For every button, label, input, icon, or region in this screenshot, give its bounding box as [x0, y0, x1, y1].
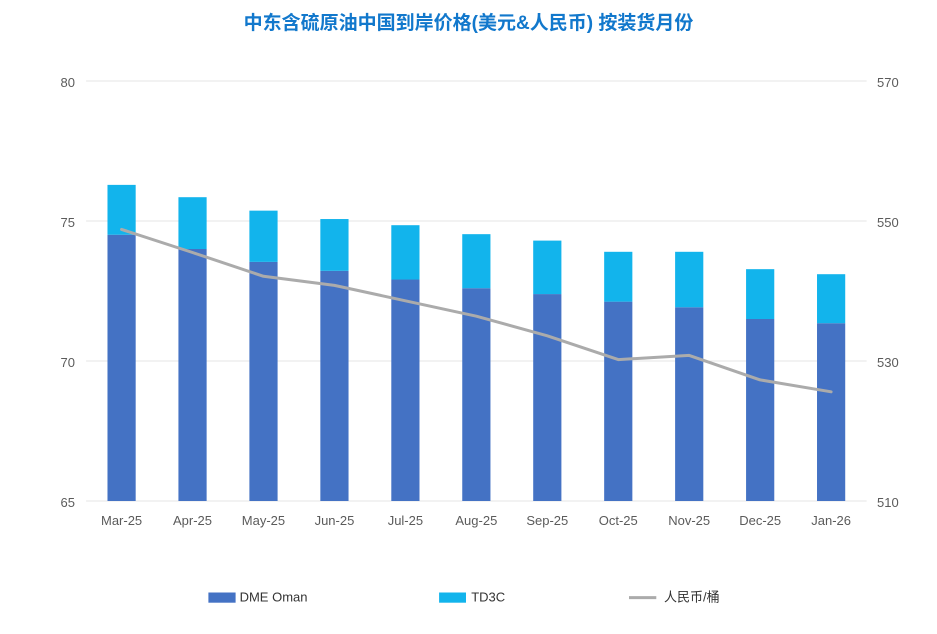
- svg-text:人民币/桶: 人民币/桶: [664, 590, 720, 605]
- svg-text:65: 65: [61, 495, 75, 510]
- svg-text:Apr-25: Apr-25: [173, 513, 212, 528]
- svg-text:510: 510: [877, 495, 899, 510]
- svg-text:Sep-25: Sep-25: [526, 513, 568, 528]
- svg-text:550: 550: [877, 215, 899, 230]
- svg-text:Aug-25: Aug-25: [455, 513, 497, 528]
- svg-text:Jun-25: Jun-25: [315, 513, 355, 528]
- svg-text:Jul-25: Jul-25: [388, 513, 423, 528]
- svg-text:DME Oman: DME Oman: [240, 590, 308, 605]
- svg-text:70: 70: [61, 355, 75, 370]
- svg-text:75: 75: [61, 215, 75, 230]
- svg-text:May-25: May-25: [242, 513, 285, 528]
- svg-text:Dec-25: Dec-25: [739, 513, 781, 528]
- svg-text:Mar-25: Mar-25: [101, 513, 142, 528]
- svg-text:530: 530: [877, 355, 899, 370]
- svg-text:Nov-25: Nov-25: [668, 513, 710, 528]
- svg-text:80: 80: [61, 75, 75, 90]
- svg-text:Jan-26: Jan-26: [811, 513, 851, 528]
- svg-text:570: 570: [877, 75, 899, 90]
- svg-text:Oct-25: Oct-25: [599, 513, 638, 528]
- svg-text:TD3C: TD3C: [471, 590, 505, 605]
